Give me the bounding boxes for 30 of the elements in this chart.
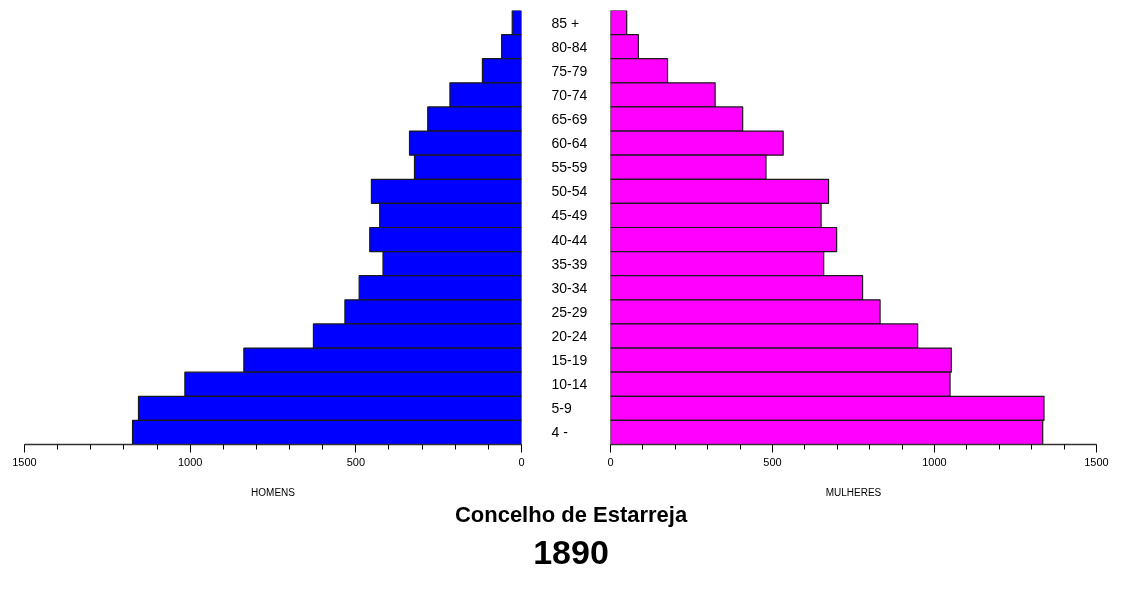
text: Concelho de Estarreja [454, 502, 688, 528]
y-tick-label: 80-84 [551, 38, 588, 55]
y-tick-label: 4 - [551, 424, 569, 441]
y-tick-label: 85 + [551, 14, 580, 31]
x-tick-label: 500 [346, 455, 366, 468]
x-tick-label: 500 [763, 455, 782, 468]
y-tick-label: 20-24 [551, 328, 588, 344]
y-tick-label: 15-19 [551, 352, 588, 369]
y-tick-label: 65-69 [551, 111, 588, 127]
text: 1890 [533, 533, 609, 571]
x-tick-label: 1000 [177, 455, 203, 468]
x-tick-label: 0 [607, 455, 614, 468]
x-tick-label: 1000 [922, 455, 947, 468]
y-tick-label: 30-34 [551, 279, 588, 296]
y-tick-label: 40-44 [551, 231, 588, 248]
y-tick-label: 10-14 [551, 376, 588, 393]
y-tick-label: 25-29 [551, 303, 588, 320]
x-axis-title: MULHERES [825, 486, 882, 498]
y-tick-label: 70-74 [551, 86, 588, 103]
x-tick-label: 1500 [1084, 455, 1109, 468]
y-tick-label: 75-79 [551, 62, 588, 79]
y-tick-label: 5-9 [551, 400, 572, 417]
y-tick-label: 55-59 [551, 159, 588, 176]
y-tick-label: 60-64 [551, 135, 588, 152]
y-tick-label: 45-49 [551, 207, 588, 224]
x-tick-label: 0 [518, 455, 525, 468]
y-tick-label: 50-54 [551, 183, 588, 200]
y-tick-label: 35-39 [551, 255, 588, 272]
x-tick-label: 1500 [12, 455, 37, 468]
x-axis-title: HOMENS [251, 486, 296, 498]
